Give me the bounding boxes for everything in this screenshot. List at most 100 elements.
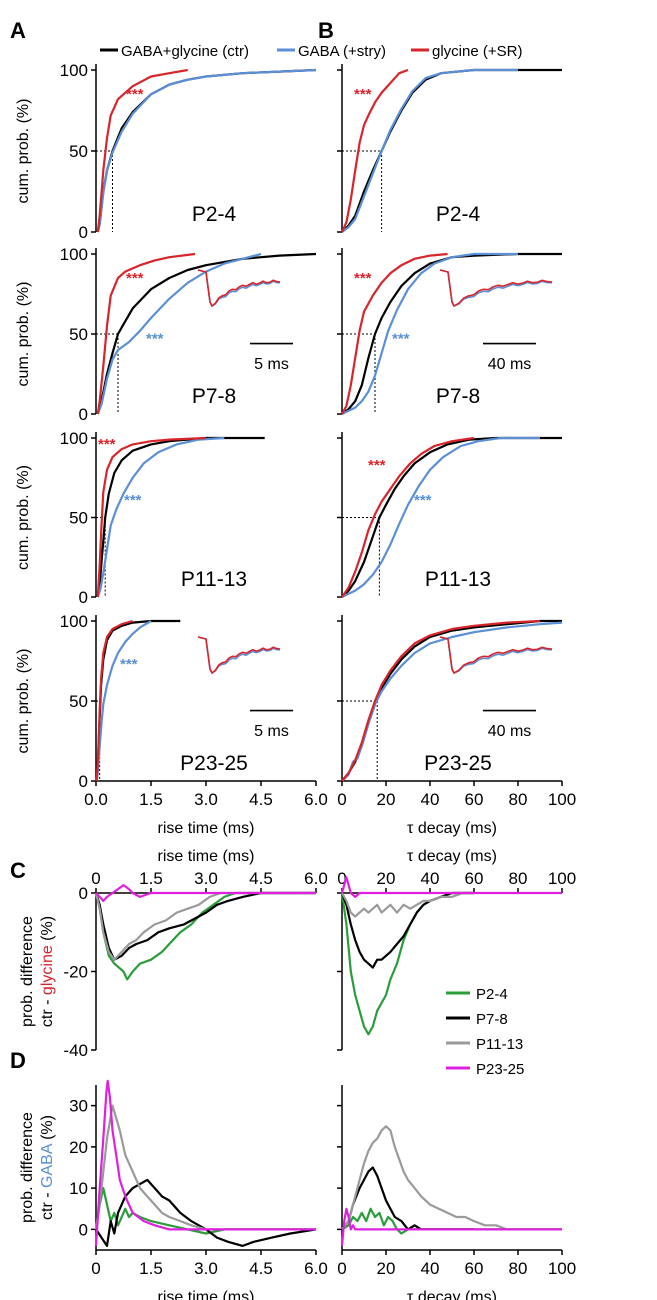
cum-line-gaba xyxy=(96,436,225,598)
y-tick-label: 20 xyxy=(69,1138,88,1157)
cum-panel-rise-p24: 0 50 100 P2-4 *** xyxy=(60,61,317,242)
scalebar-label: 5 ms xyxy=(254,356,289,373)
inset-trace-rise: 5 ms xyxy=(197,636,293,740)
panel-label-b: B xyxy=(318,18,334,43)
significance-gly: *** xyxy=(354,86,372,103)
scalebar-label: 40 ms xyxy=(488,723,532,740)
diff-line-p78 xyxy=(94,891,316,961)
y-tick-label: 0 xyxy=(79,772,88,791)
age-legend-label-p1113: P11-13 xyxy=(476,1036,523,1053)
legend-label-gly: glycine (+SR) xyxy=(432,43,522,60)
panel-label-c: C xyxy=(10,858,26,883)
x-tick-label: 20 xyxy=(377,790,396,809)
y-tick-label: -40 xyxy=(63,1041,88,1060)
inset-trace-gly xyxy=(439,269,553,308)
legend-label-gaba: GABA (+stry) xyxy=(298,43,386,60)
x-tick-label: 6.0 xyxy=(304,869,328,888)
y-tick-label: 50 xyxy=(69,325,88,344)
significance-gaba: *** xyxy=(392,331,410,348)
x-axis-title: rise time (ms) xyxy=(158,1289,255,1300)
cum-line-gly xyxy=(341,619,541,782)
y-axis-title: cum. prob. (%) xyxy=(15,465,32,570)
cum-line-gaba xyxy=(96,68,317,233)
diff-panel-gaba-rise: 0 10 20 30 0 1.5 3.0 4.5 6.0 rise time (ms) xyxy=(69,1079,328,1300)
diff-panel-glycine-rise: 0 -20 -40 0 1.5 3.0 4.5 6.0 rise time (ms) xyxy=(63,848,327,1060)
x-tick-label: 3.0 xyxy=(194,869,218,888)
x-tick-label: 0 xyxy=(337,1259,346,1278)
y-tick-label: 50 xyxy=(69,142,88,161)
x-tick-label: 40 xyxy=(421,869,440,888)
scalebar-label: 5 ms xyxy=(254,723,289,740)
age-label: P11-13 xyxy=(181,568,247,591)
y-tick-label: 0 xyxy=(79,223,88,242)
x-axis-title: τ decay (ms) xyxy=(407,1289,497,1300)
inset-trace-gly xyxy=(197,269,281,308)
diff-line-p2325 xyxy=(340,1207,562,1246)
x-tick-label: 3.0 xyxy=(194,1259,218,1278)
x-tick-label: 40 xyxy=(421,1259,440,1278)
cum-panel-decay-p78: P7-8 *** *** 40 ms xyxy=(337,248,562,415)
significance-gaba: *** xyxy=(124,492,142,509)
diff-panel-gaba-decay: 0 20 40 60 80 100 τ decay (ms) xyxy=(337,1085,576,1300)
significance-gly: *** xyxy=(368,457,386,474)
inset-trace-decay: 40 ms xyxy=(439,636,553,740)
cum-panel-decay-p2325: P23-25 40 ms 0 20 40 60 80 100 τ decay (ms) xyxy=(337,615,576,837)
cum-line-gaba xyxy=(341,68,518,233)
y-axis-title-line1: prob. difference xyxy=(19,1112,36,1223)
diff-line-p2325 xyxy=(95,884,316,902)
cum-line-gaba xyxy=(341,436,540,598)
y-tick-label: 0 xyxy=(79,1220,88,1239)
x-tick-label: 1.5 xyxy=(139,869,163,888)
diff-line-p78 xyxy=(95,1178,317,1247)
inset-trace-gaba xyxy=(439,636,553,675)
x-tick-label: 0 xyxy=(337,790,346,809)
panel-label-d: D xyxy=(10,1048,26,1073)
x-tick-label: 4.5 xyxy=(249,869,273,888)
series-legend: GABA+glycine (ctr) GABA (+stry) glycine … xyxy=(100,43,522,60)
x-tick-label: 100 xyxy=(548,869,576,888)
scalebar-label: 40 ms xyxy=(488,356,532,373)
x-tick-label: 4.5 xyxy=(249,790,273,809)
diff-panel-glycine-decay: 0 20 40 60 80 100 τ decay (ms) xyxy=(337,848,576,1051)
significance-gly: *** xyxy=(126,270,144,287)
x-tick-label: 0 xyxy=(91,869,100,888)
x-tick-label: 60 xyxy=(465,790,484,809)
diff-line-p1113 xyxy=(341,1125,562,1231)
age-label: P7-8 xyxy=(192,385,236,408)
y-tick-label: 0 xyxy=(79,405,88,424)
significance-gly: *** xyxy=(98,436,116,453)
y-axis-title: cum. prob. (%) xyxy=(15,649,32,754)
age-label: P2-4 xyxy=(436,203,481,226)
diff-line-p78 xyxy=(340,891,474,969)
diff-line-p2325 xyxy=(94,1079,316,1246)
significance-gaba: *** xyxy=(146,331,164,348)
cum-line-gaba xyxy=(95,620,152,782)
x-tick-label: 3.0 xyxy=(194,790,218,809)
x-tick-label: 60 xyxy=(465,869,484,888)
cum-panel-decay-p1113: P11-13 *** *** xyxy=(337,432,562,598)
cum-panel-rise-p2325: 0 50 100 P23-25 *** 5 ms 0.0 1.5 3.0 4.5 6.0 rise t… xyxy=(60,612,328,837)
significance-gly: *** xyxy=(354,270,372,287)
y-tick-label: 100 xyxy=(60,245,88,264)
cum-line-gly xyxy=(341,252,448,415)
y-axis-title: cum. prob. (%) xyxy=(15,282,32,387)
x-tick-label: 0 xyxy=(91,1259,100,1278)
y-axis-title-suffix: (%) xyxy=(39,1115,56,1144)
age-label: P11-13 xyxy=(425,568,491,591)
inset-trace-gaba xyxy=(439,269,553,308)
cum-panel-rise-p78: 0 50 100 P7-8 *** *** 5 ms xyxy=(60,245,317,424)
inset-trace-gly xyxy=(439,636,553,675)
x-tick-label: 1.5 xyxy=(139,790,163,809)
age-legend-label-p78: P7-8 xyxy=(476,1011,508,1028)
x-tick-label: 80 xyxy=(509,790,528,809)
y-tick-label: 0 xyxy=(79,588,88,607)
panel-label-a: A xyxy=(10,18,26,43)
x-tick-label: 1.5 xyxy=(139,1259,163,1278)
y-axis-title-line1: prob. difference xyxy=(19,916,36,1027)
cumulative-panels: 0 50 100 P2-4 *** P2-4 *** cum. prob. (%) 0 50 100… xyxy=(15,61,576,837)
x-tick-label: 0.0 xyxy=(84,790,108,809)
cum-line-gaba xyxy=(96,252,262,415)
x-tick-label: 6.0 xyxy=(304,790,328,809)
significance-gaba: *** xyxy=(414,492,432,509)
